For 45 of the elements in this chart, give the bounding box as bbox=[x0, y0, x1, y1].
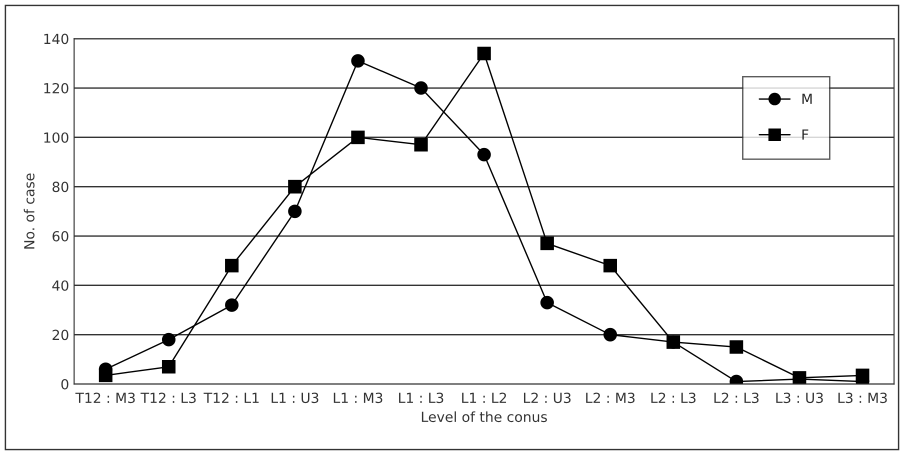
point bbox=[225, 298, 239, 312]
y-axis-title: No. of case bbox=[24, 173, 35, 249]
point bbox=[603, 328, 618, 342]
y-tick-label: 0 bbox=[61, 378, 68, 390]
legend-label: F bbox=[802, 129, 808, 140]
point bbox=[730, 340, 744, 354]
y-tick-label: 120 bbox=[44, 82, 68, 94]
x-tick-label: L1 : M3 bbox=[334, 392, 382, 404]
point bbox=[666, 335, 680, 349]
point bbox=[288, 180, 302, 194]
legend-label: M bbox=[802, 94, 812, 104]
point bbox=[414, 81, 428, 95]
x-tick-label: L3 : M3 bbox=[838, 392, 887, 404]
point bbox=[98, 368, 112, 382]
x-axis-title: Level of the conus bbox=[422, 411, 547, 422]
y-tick-label: 20 bbox=[52, 330, 68, 340]
y-tick-label: 60 bbox=[52, 230, 68, 242]
x-tick-label: L2 : U3 bbox=[524, 392, 571, 404]
x-tick-label: L1 : L2 bbox=[462, 392, 506, 403]
x-tick-label: L1 : U3 bbox=[272, 392, 318, 404]
point bbox=[351, 130, 365, 144]
point bbox=[225, 258, 239, 272]
x-tick-label: T12 : L1 bbox=[204, 392, 259, 403]
y-tick-label: 40 bbox=[52, 280, 68, 291]
y-tick-label: 100 bbox=[44, 132, 68, 143]
point bbox=[351, 54, 365, 68]
x-tick-label: T12 : L3 bbox=[140, 392, 196, 404]
x-tick-label: L1 : L3 bbox=[399, 392, 444, 404]
point bbox=[603, 258, 618, 272]
point bbox=[162, 332, 176, 346]
point bbox=[162, 360, 176, 374]
y-tick-label: 140 bbox=[44, 34, 68, 44]
point bbox=[540, 236, 554, 250]
x-tick-label: L2 : L3 bbox=[714, 392, 759, 404]
point bbox=[856, 368, 870, 382]
y-tick-label: 80 bbox=[52, 182, 68, 192]
x-tick-label: L3 : U3 bbox=[776, 392, 823, 404]
point bbox=[477, 148, 491, 162]
x-tick-label: T12 : M3 bbox=[75, 392, 135, 404]
point bbox=[477, 46, 491, 60]
point bbox=[414, 138, 428, 152]
point bbox=[288, 204, 302, 218]
x-tick-label: L2 : M3 bbox=[586, 392, 635, 404]
point bbox=[540, 296, 554, 310]
x-tick-label: L2 : L3 bbox=[651, 392, 696, 404]
